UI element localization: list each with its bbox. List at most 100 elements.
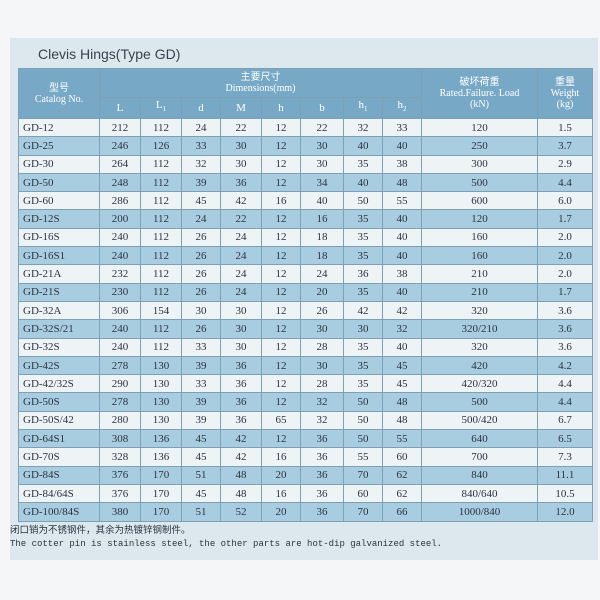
value-cell: 280 <box>99 410 141 431</box>
value-cell: 42 <box>220 447 262 467</box>
load-header: 破坏荷重 Rated.Failure. Load (kN) <box>421 68 538 119</box>
value-cell: 640 <box>421 429 538 449</box>
value-cell: 70 <box>343 465 383 485</box>
value-cell: 30 <box>220 154 262 174</box>
column-subscript: 2 <box>403 105 407 114</box>
value-cell: 36 <box>300 465 344 485</box>
table-row: GD-64S1 308 136 45 42 12 36 50 55 640 6.5 <box>18 429 593 449</box>
table-row: GD-32A 306 154 30 30 12 26 42 42 320 3.6 <box>18 300 593 321</box>
value-cell: 36 <box>220 355 262 376</box>
value-cell: 18 <box>300 246 344 266</box>
value-cell: 4.2 <box>537 355 593 376</box>
value-cell: 1.5 <box>537 117 593 138</box>
spec-table: 型号 Catalog No. 主要尺寸 Dimensions(mm) 破坏荷重 Rated… <box>18 68 593 522</box>
dimension-column-header: L1 <box>140 97 182 119</box>
value-cell: 3.6 <box>537 337 593 357</box>
value-cell: 12 <box>261 246 301 266</box>
value-cell: 35 <box>343 227 383 248</box>
value-cell: 28 <box>300 337 344 357</box>
value-cell: 700 <box>421 447 538 467</box>
value-cell: 12 <box>261 154 301 174</box>
value-cell: 112 <box>140 246 182 266</box>
value-cell: 55 <box>382 191 422 211</box>
table-row: GD-32S/21 240 112 26 30 12 30 30 32 320/210 3.6 <box>18 319 593 339</box>
value-cell: 24 <box>181 209 221 229</box>
value-cell: 40 <box>382 227 422 248</box>
column-symbol: h <box>397 99 404 112</box>
value-cell: 30 <box>220 136 262 156</box>
value-cell: 40 <box>382 136 422 156</box>
table-row: GD-16S 240 112 26 24 12 18 35 40 160 2.0 <box>18 227 593 248</box>
dimension-column-header: h2 <box>382 97 422 119</box>
value-cell: 112 <box>140 282 182 302</box>
value-cell: 3.7 <box>537 136 593 156</box>
value-cell: 32 <box>181 154 221 174</box>
value-cell: 30 <box>343 319 383 339</box>
catalog-cell: GD-32S <box>18 337 100 357</box>
column-symbol: h <box>358 99 365 112</box>
value-cell: 51 <box>181 502 221 522</box>
value-cell: 240 <box>99 319 141 339</box>
value-cell: 320 <box>421 337 538 357</box>
value-cell: 12 <box>261 264 301 284</box>
dimension-column-header: b <box>300 97 344 119</box>
value-cell: 70 <box>343 502 383 522</box>
value-cell: 36 <box>300 429 344 449</box>
value-cell: 6.0 <box>537 191 593 211</box>
value-cell: 42 <box>382 300 422 321</box>
value-cell: 2.0 <box>537 246 593 266</box>
value-cell: 48 <box>220 483 262 504</box>
value-cell: 248 <box>99 172 141 193</box>
value-cell: 60 <box>343 483 383 504</box>
header-line: 主要尺寸 <box>240 72 281 83</box>
dimension-column-header: d <box>181 97 221 119</box>
table-row: GD-50 248 112 39 36 12 34 40 48 500 4.4 <box>18 172 593 193</box>
value-cell: 420/320 <box>421 374 538 394</box>
value-cell: 34 <box>300 172 344 193</box>
value-cell: 45 <box>181 483 221 504</box>
value-cell: 45 <box>382 374 422 394</box>
value-cell: 130 <box>140 355 182 376</box>
column-symbol: h <box>278 101 284 114</box>
value-cell: 112 <box>140 337 182 357</box>
value-cell: 126 <box>140 136 182 156</box>
value-cell: 112 <box>140 172 182 193</box>
table-row: GD-16S1 240 112 26 24 12 18 35 40 160 2.0 <box>18 246 593 266</box>
value-cell: 7.3 <box>537 447 593 467</box>
value-cell: 55 <box>343 447 383 467</box>
value-cell: 286 <box>99 191 141 211</box>
value-cell: 40 <box>300 191 344 211</box>
value-cell: 42 <box>220 429 262 449</box>
value-cell: 35 <box>343 209 383 229</box>
value-cell: 36 <box>343 264 383 284</box>
value-cell: 26 <box>181 319 221 339</box>
value-cell: 240 <box>99 227 141 248</box>
column-symbol: b <box>319 101 325 114</box>
value-cell: 32 <box>300 392 344 412</box>
value-cell: 33 <box>382 117 422 138</box>
header-line: 破坏荷重 <box>459 77 500 88</box>
value-cell: 35 <box>343 282 383 302</box>
column-symbol: L <box>116 101 124 114</box>
header-line: 型号 <box>49 82 69 94</box>
catalog-cell: GD-21S <box>18 282 100 302</box>
header-line: (kN) <box>470 99 489 110</box>
value-cell: 50 <box>343 429 383 449</box>
value-cell: 210 <box>421 282 538 302</box>
value-cell: 45 <box>181 191 221 211</box>
catalog-cell: GD-12S <box>18 209 100 229</box>
column-symbol: M <box>236 101 246 114</box>
dimension-column-header: h <box>261 97 301 119</box>
table-row: GD-30 264 112 32 30 12 30 35 38 300 2.9 <box>18 154 593 174</box>
header-line: Catalog No. <box>34 93 84 105</box>
value-cell: 230 <box>99 282 141 302</box>
value-cell: 30 <box>220 319 262 339</box>
note-en: The cotter pin is stainless steel, the o… <box>10 539 443 549</box>
value-cell: 26 <box>300 300 344 321</box>
value-cell: 36 <box>220 410 262 431</box>
catalog-cell: GD-32A <box>18 300 100 321</box>
value-cell: 65 <box>261 410 301 431</box>
table-row: GD-50S/42 280 130 39 36 65 32 50 48 500/420 6.7 <box>18 410 593 431</box>
header-line: Weight <box>550 88 580 99</box>
catalog-cell: GD-42S <box>18 355 100 376</box>
